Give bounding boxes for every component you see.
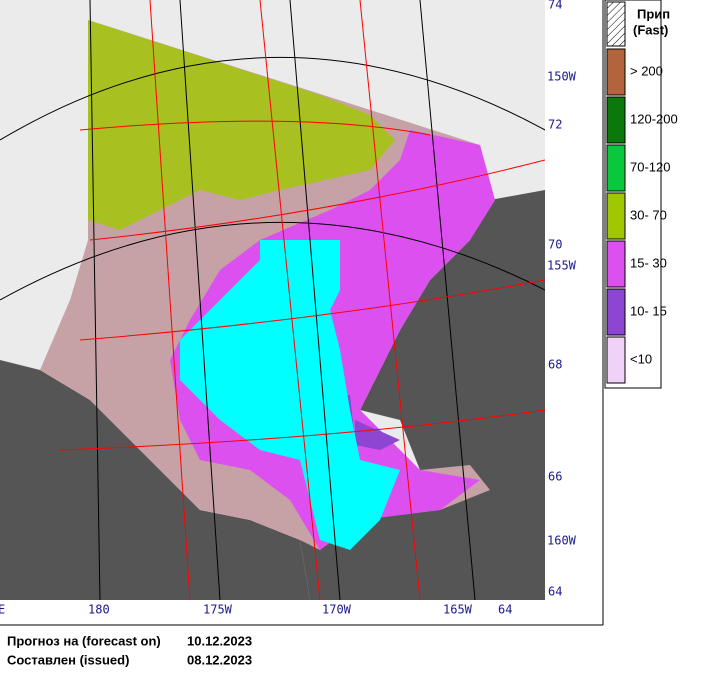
legend-swatch — [606, 96, 626, 144]
lat-label: 72 — [548, 118, 562, 132]
legend-label: 10- 15 — [630, 303, 667, 318]
lon-label: 170W — [322, 603, 352, 617]
legend-label: Прип — [637, 6, 670, 21]
land-chukotka — [0, 360, 310, 600]
graticule — [0, 0, 545, 600]
lon-label: 160W — [547, 534, 577, 548]
legend-label: 15- 30 — [630, 255, 667, 270]
legend: Прип (Fast) > 200 120-200 70-120 30- 70 15- … — [604, 0, 678, 389]
lat-label: 64 — [548, 585, 562, 599]
legend-swatch — [606, 1, 626, 47]
legend-swatch — [606, 144, 626, 192]
legend-swatch — [606, 192, 626, 240]
lat-label: 68 — [548, 358, 562, 372]
lon-label: 165W — [443, 603, 473, 617]
legend-label: 70-120 — [630, 159, 670, 174]
footer-label: Прогноз на (forecast on) — [7, 633, 161, 648]
legend-label: > 200 — [630, 63, 663, 78]
footer-label: Составлен (issued) — [7, 652, 129, 667]
lat-label: 74 — [548, 0, 562, 12]
legend-swatch — [606, 336, 626, 384]
lon-label: 64 — [498, 603, 512, 617]
legend-label: (Fast) — [633, 22, 668, 37]
footer-date: 10.12.2023 — [187, 633, 252, 648]
map-labels: 74 72 70 68 66 64 150W 155W 160W E 180 175W 170W 165W… — [0, 0, 577, 617]
lat-label: 66 — [548, 470, 562, 484]
lon-label: 155W — [547, 259, 577, 273]
legend-swatch — [606, 48, 626, 96]
legend-label: 120-200 — [630, 111, 678, 126]
map — [0, 0, 545, 600]
ice-lt10 — [180, 240, 400, 550]
legend-label: <10 — [630, 351, 652, 366]
legend-swatch — [606, 240, 626, 288]
legend-label: 30- 70 — [630, 207, 667, 222]
legend-swatch — [606, 288, 626, 336]
lon-label: 150W — [547, 70, 577, 84]
lon-label: 180 — [88, 603, 110, 617]
lon-label: 175W — [203, 603, 233, 617]
lon-label: E — [0, 603, 5, 617]
footer-date: 08.12.2023 — [187, 652, 252, 667]
land-alaska — [300, 190, 545, 600]
grid-lines — [59, 0, 545, 600]
lat-label: 70 — [548, 238, 562, 252]
ice-30-70 — [88, 20, 395, 230]
